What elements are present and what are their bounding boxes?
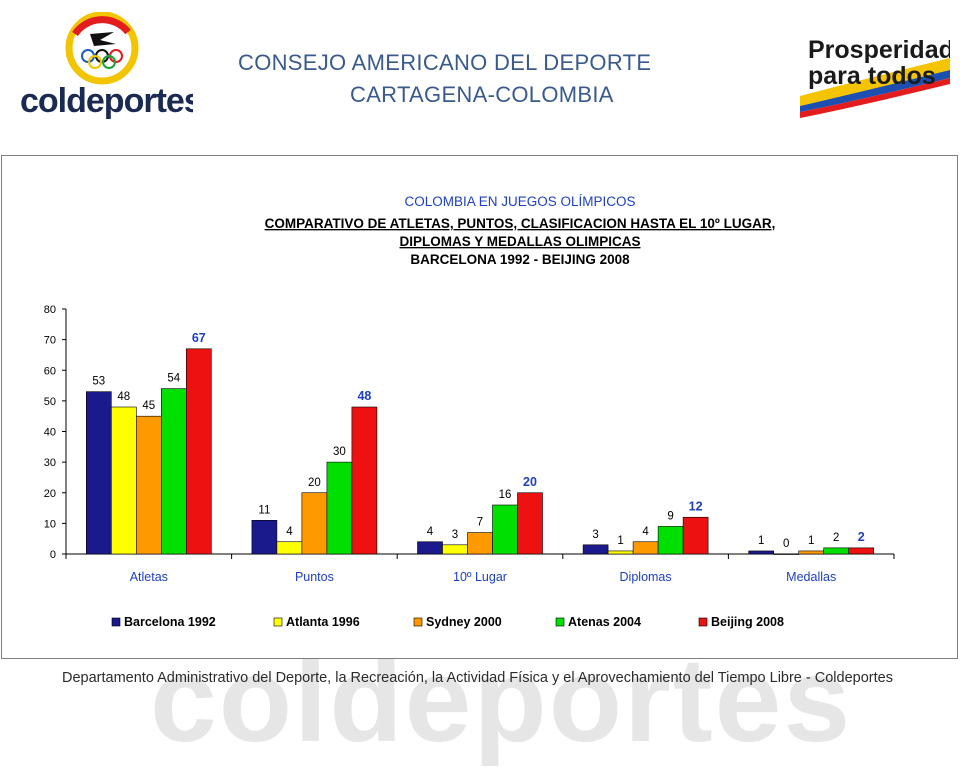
- footer-text: Departamento Administrativo del Deporte,…: [62, 670, 893, 686]
- bar: [111, 406, 137, 555]
- bar: [467, 532, 493, 555]
- data-label: 2: [833, 532, 839, 544]
- x-category-label: Atletas: [130, 570, 168, 584]
- bar: [748, 550, 775, 555]
- data-label: 4: [642, 526, 649, 538]
- bar: [136, 415, 162, 555]
- y-tick-label: 50: [44, 396, 56, 408]
- data-label: 48: [357, 389, 371, 403]
- bar: [632, 541, 659, 555]
- bar: [582, 544, 609, 555]
- bar: [657, 526, 684, 555]
- legend-swatch: [698, 617, 708, 627]
- legend-label: Atlanta 1996: [286, 615, 360, 629]
- data-label: 1: [758, 535, 764, 547]
- chart-title: COLOMBIA EN JUEGOS OLÍMPICOS COMPARATIVO …: [265, 194, 776, 267]
- bar: [251, 520, 278, 555]
- data-labels: 53 11 4 3 1 48 4 3 1 0 45 20 7 4 1 54 30 16 9 2 67 48 20 12 2: [92, 331, 864, 550]
- data-label: 48: [117, 391, 130, 403]
- data-label: 7: [477, 517, 483, 529]
- legend-label: Beijing 2008: [711, 615, 784, 629]
- bar: [301, 492, 328, 555]
- data-label: 20: [523, 475, 537, 489]
- data-label: 2: [858, 530, 865, 544]
- bar: [682, 516, 709, 555]
- legend-label: Barcelona 1992: [124, 615, 216, 629]
- y-tick-label: 70: [44, 335, 56, 347]
- bar: [492, 504, 518, 555]
- data-label: 9: [667, 510, 673, 522]
- data-label: 1: [808, 535, 814, 547]
- bar: [517, 492, 543, 555]
- data-label: 3: [592, 529, 598, 541]
- header-title: CONSEJO AMERICANO DEL DEPORTE: [238, 50, 652, 75]
- data-label: 3: [452, 529, 458, 541]
- x-category-label: 10º Lugar: [453, 570, 507, 584]
- data-label: 67: [192, 331, 206, 345]
- x-category-label: Puntos: [295, 570, 334, 584]
- bar: [417, 541, 443, 555]
- bar: [823, 547, 850, 555]
- y-tick-label: 60: [44, 365, 56, 377]
- data-label: 20: [308, 477, 321, 489]
- data-label: 1: [617, 535, 623, 547]
- data-label: 4: [286, 526, 293, 538]
- legend: Barcelona 1992 Atlanta 1996 Sydney 2000 Ate…: [111, 615, 784, 629]
- bars: [86, 348, 875, 555]
- bar: [161, 388, 187, 555]
- bar: [442, 544, 468, 555]
- bar: [773, 553, 800, 555]
- bar: [798, 550, 825, 555]
- y-tick-label: 0: [50, 549, 56, 561]
- bar: [86, 391, 112, 555]
- coldeportes-logo: coldeportes: [18, 11, 203, 122]
- data-label: 12: [689, 499, 703, 513]
- prosperidad-logo: Prosperidad para todos: [800, 18, 954, 118]
- bar: [326, 461, 353, 555]
- data-label: 4: [427, 526, 434, 538]
- data-label: 11: [258, 504, 270, 516]
- coldeportes-logo-text: coldeportes: [20, 82, 193, 120]
- x-category-label: Medallas: [786, 570, 836, 584]
- data-label: 16: [499, 489, 512, 501]
- y-tick-label: 10: [44, 518, 56, 530]
- bar: [351, 406, 378, 555]
- data-label: 0: [783, 538, 789, 550]
- chart-title-line-4: BARCELONA 1992 - BEIJING 2008: [410, 252, 630, 267]
- legend-swatch: [111, 617, 121, 627]
- chart-title-line-3: DIPLOMAS Y MEDALLAS OLIMPICAS: [399, 234, 640, 249]
- chart-title-line-2: COMPARATIVO DE ATLETAS, PUNTOS, CLASIFIC…: [265, 216, 776, 231]
- y-tick-label: 40: [44, 427, 56, 439]
- bar: [848, 547, 875, 555]
- olympics-chart: COLOMBIA EN JUEGOS OLÍMPICOS COMPARATIVO …: [44, 194, 895, 629]
- data-label: 54: [167, 373, 180, 385]
- legend-swatch: [555, 617, 565, 627]
- bar: [186, 348, 212, 555]
- legend-swatch: [413, 617, 423, 627]
- header-subtitle: CARTAGENA-COLOMBIA: [350, 82, 614, 107]
- y-tick-label: 30: [44, 457, 56, 469]
- prosperidad-logo-line1: Prosperidad: [808, 36, 950, 64]
- legend-swatch: [273, 617, 283, 627]
- x-axis: Atletas Puntos 10º Lugar Diplomas Medallas: [65, 554, 895, 584]
- y-tick-label: 80: [44, 304, 56, 316]
- bar: [607, 550, 634, 555]
- data-label: 53: [92, 376, 105, 388]
- prosperidad-logo-line2: para todos: [808, 62, 936, 90]
- legend-label: Sydney 2000: [426, 615, 502, 629]
- chart-frame: COLOMBIA EN JUEGOS OLÍMPICOS COMPARATIVO …: [1, 155, 958, 659]
- x-category-label: Diplomas: [620, 570, 672, 584]
- y-tick-label: 20: [44, 488, 56, 500]
- data-label: 45: [142, 400, 155, 412]
- bar: [276, 541, 303, 555]
- chart-title-line-1: COLOMBIA EN JUEGOS OLÍMPICOS: [404, 194, 635, 209]
- legend-label: Atenas 2004: [568, 615, 641, 629]
- data-label: 30: [333, 446, 346, 458]
